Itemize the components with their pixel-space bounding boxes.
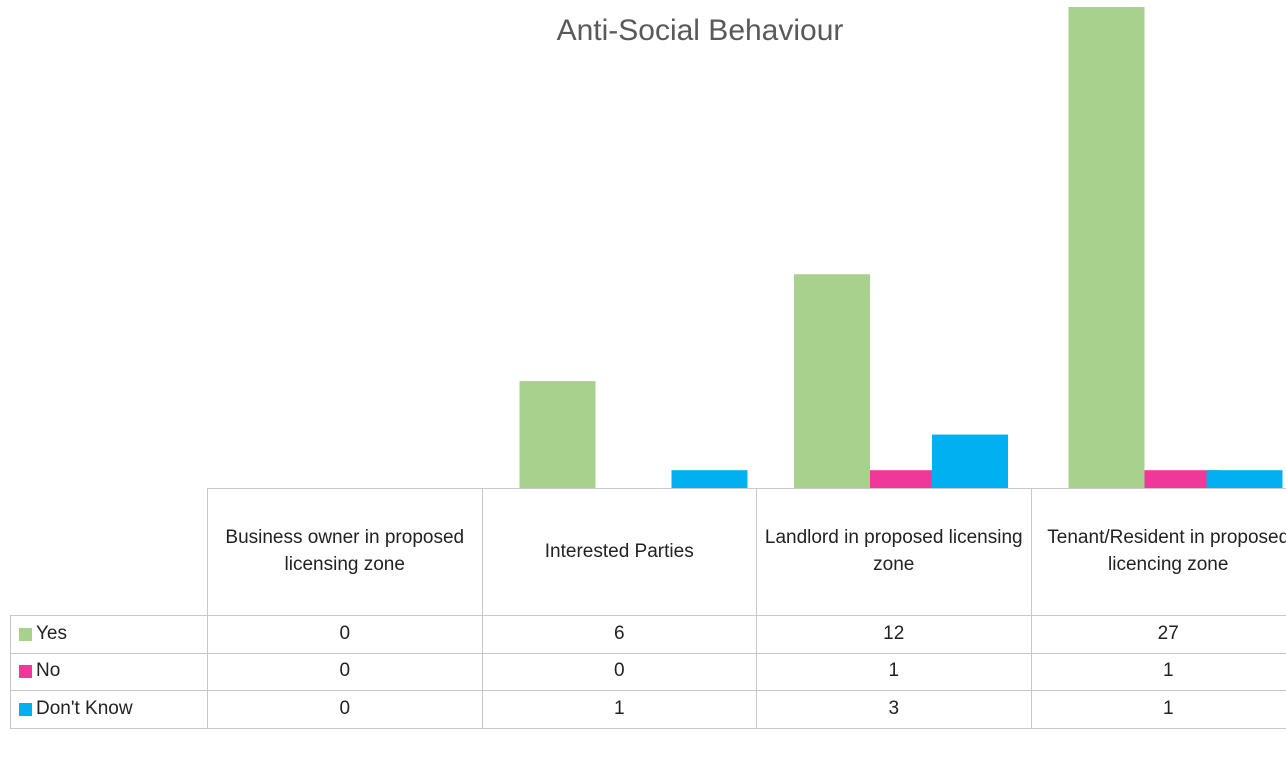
table-value: 0 [481, 652, 757, 691]
bar [1068, 7, 1145, 488]
bar [1206, 470, 1283, 488]
legend-label: No [36, 660, 61, 682]
bar [870, 470, 946, 488]
category-header: Interested Parties [481, 488, 757, 616]
category-header: Tenant/Resident in proposed licencing zo… [1030, 488, 1286, 616]
category-header: Landlord in proposed licensing zone [756, 488, 1032, 616]
table-value: 6 [481, 615, 757, 654]
bar [932, 434, 1008, 488]
chart: Anti-Social Behaviour [519, 7, 1283, 488]
row-header: Yes [10, 615, 208, 654]
table-value: 3 [756, 690, 1032, 729]
row-header: No [10, 652, 208, 691]
bar [671, 470, 748, 488]
table-value: 1 [481, 690, 757, 729]
table-value: 12 [756, 615, 1032, 654]
table-value: 27 [1030, 615, 1286, 654]
table-value: 0 [207, 615, 483, 654]
bar [1144, 470, 1221, 488]
table-value: 1 [1030, 690, 1286, 729]
chart-title: Anti-Social Behaviour [557, 14, 844, 47]
bar [519, 381, 596, 488]
legend-label: Yes [36, 622, 67, 644]
row-header: Don't Know [10, 690, 208, 729]
table-value: 1 [756, 652, 1032, 691]
legend-key [19, 665, 32, 679]
legend-label: Don't Know [36, 697, 133, 719]
category-header: Business owner in proposed licensing zon… [207, 488, 483, 616]
legend-key [19, 627, 32, 641]
bar [794, 274, 870, 488]
table-value: 0 [207, 652, 483, 691]
table-value: 0 [207, 690, 483, 729]
table-value: 1 [1030, 652, 1286, 691]
legend-key [19, 702, 32, 716]
